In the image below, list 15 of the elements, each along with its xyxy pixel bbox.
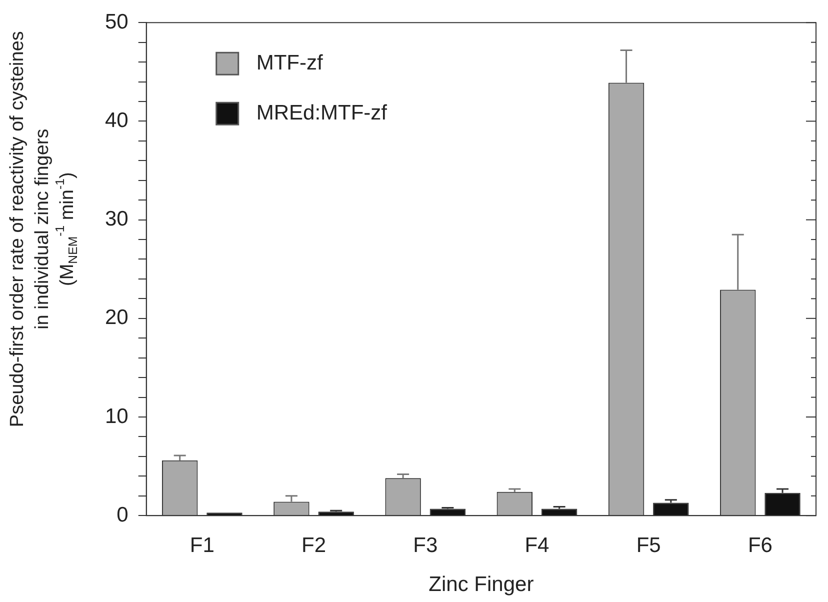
x-tick-label: F1 (190, 534, 214, 557)
x-tick-label: F5 (636, 534, 661, 557)
y-tick-label: 30 (105, 208, 128, 231)
y-tick-label: 0 (116, 503, 128, 526)
y-tick-label: 50 (105, 10, 128, 34)
y-tick-label: 20 (105, 306, 128, 330)
y-tick-label: 40 (105, 108, 128, 132)
legend-label: MREd:MTF-zf (256, 101, 388, 124)
legend-label: MTF-zf (256, 51, 323, 74)
x-tick-label: F6 (748, 534, 772, 557)
y-tick-label: 10 (105, 404, 128, 428)
x-tick-label: F2 (302, 534, 326, 557)
x-tick-label: F4 (524, 534, 550, 557)
x-tick-label: F3 (413, 534, 438, 557)
x-axis-title: Zinc Finger (428, 573, 534, 596)
